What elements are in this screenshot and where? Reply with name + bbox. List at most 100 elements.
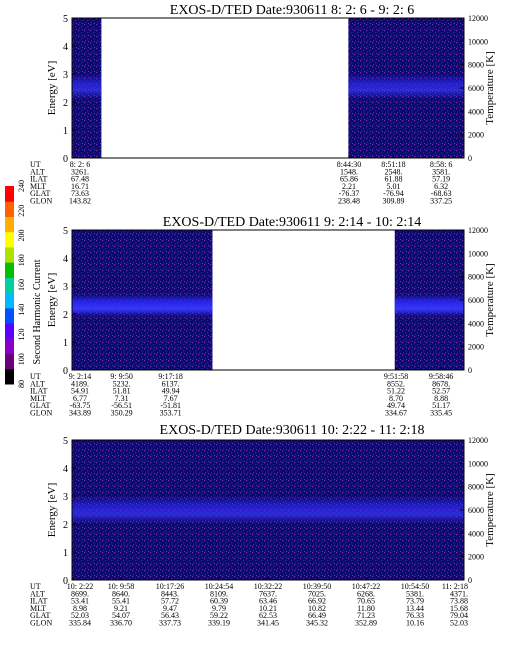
colorbar: 80 100 120 140 160 180 200 220 240 Second Harmon… (5, 180, 43, 388)
colorbar-tick-label: 80 (17, 380, 26, 388)
colorbar-swatch (5, 186, 14, 202)
axis-cell: 335.45 (430, 409, 452, 418)
colorbar-swatch (5, 368, 14, 385)
axis-cell: 52.03 (71, 611, 89, 620)
axis-cell: 10: 9:58 (108, 582, 134, 591)
ytick-label: 2 (63, 310, 68, 321)
axis-cell: 52.03 (450, 619, 468, 628)
axis-cell: 52.57 (432, 387, 450, 396)
axis-cell: 15.68 (450, 604, 468, 613)
colorbar-tick-label: 200 (17, 230, 26, 242)
ytick-label: 3 (63, 492, 68, 503)
colorbar-tick-label: 140 (17, 304, 26, 316)
colorbar-swatch (5, 292, 14, 309)
panel-1: EXOS-D/TED Date:930611 8: 2: 6 - 9: 2: 6… (30, 3, 496, 206)
axis-cell: 8.98 (73, 604, 87, 613)
axis-cell: 49.74 (387, 401, 405, 410)
axis-cell: 8678. (432, 379, 450, 388)
axis-cell: -76.94 (383, 189, 404, 198)
axis-cell: 66.49 (308, 611, 326, 620)
axis-cell: 2.21 (342, 182, 356, 191)
colorbar-swatch (5, 216, 14, 233)
ytick-label: 5 (63, 226, 68, 237)
axis-cell: 143.82 (69, 197, 91, 206)
panel-2-title: EXOS-D/TED Date:930611 9: 2:14 - 10: 2:1… (163, 215, 421, 230)
axis-cell: 341.45 (257, 619, 279, 628)
ytick-label: 0 (63, 576, 68, 587)
y2tick-label: 4000 (468, 107, 484, 116)
axis-cell: 7025. (308, 589, 326, 598)
axis-cell: 65.86 (340, 175, 358, 184)
axis-cell: 79.04 (450, 611, 468, 620)
panel-2-yticks: 0 1 2 3 4 5 (63, 226, 76, 377)
ytick-label: 1 (63, 548, 68, 559)
ytick-label: 5 (63, 14, 68, 25)
panel-3-ylabel: Energy [eV] (46, 483, 58, 537)
axis-cell: 8.70 (389, 394, 403, 403)
colorbar-swatch (5, 307, 14, 324)
axis-cell: 10:32:22 (254, 582, 282, 591)
ytick-label: 1 (63, 126, 68, 137)
y2tick-label: 8000 (468, 483, 484, 492)
axis-cell: 9.79 (212, 604, 226, 613)
axis-cell: 10:54:50 (401, 582, 429, 591)
axis-cell: 7.67 (164, 394, 178, 403)
axis-cell: 54.91 (71, 387, 89, 396)
colorbar-swatch (5, 246, 14, 263)
axis-cell: 3261. (71, 167, 89, 176)
ytick-label: 3 (63, 282, 68, 293)
panel-2-plot (72, 230, 464, 370)
colorbar-swatches (5, 186, 14, 385)
axis-cell: 9:58:46 (429, 372, 453, 381)
y2tick-label: 4000 (468, 529, 484, 538)
y2tick-label: 2000 (468, 131, 484, 140)
axis-cell: 71.23 (357, 611, 375, 620)
panel-1-band (348, 74, 464, 100)
panel-2-band (72, 294, 213, 317)
axis-row-label: GLAT (30, 189, 51, 198)
axis-cell: -56.51 (111, 401, 132, 410)
panel-3-yticks: 0 1 2 3 4 5 (63, 436, 76, 587)
axis-cell: 57.72 (161, 597, 179, 606)
axis-cell: 11.80 (357, 604, 375, 613)
axis-row-label: ILAT (30, 597, 47, 606)
axis-cell: 53.41 (71, 597, 89, 606)
axis-row-label: ILAT (30, 387, 47, 396)
colorbar-ticks: 80 100 120 140 160 180 200 220 240 (17, 180, 26, 388)
ytick-label: 3 (63, 70, 68, 81)
axis-cell: 55.41 (112, 597, 130, 606)
axis-cell: 54.07 (112, 611, 130, 620)
axis-cell: 60.39 (210, 597, 228, 606)
y2tick-label: 12000 (468, 436, 488, 445)
axis-row-label: ALT (30, 379, 45, 388)
axis-cell: -76.37 (339, 189, 360, 198)
axis-cell: 1548. (340, 167, 358, 176)
axis-cell: 8.88 (434, 394, 448, 403)
axis-cell: 8640. (112, 589, 130, 598)
axis-cell: 8: 2: 6 (70, 160, 90, 169)
axis-cell: 51.17 (432, 401, 450, 410)
panel-3: EXOS-D/TED Date:930611 10: 2:22 - 11: 2:… (30, 423, 496, 628)
axis-row-label: UT (30, 160, 41, 169)
ytick-label: 4 (63, 254, 68, 265)
axis-cell: 57.19 (432, 175, 450, 184)
axis-cell: 56.43 (161, 611, 179, 620)
y2tick-label: 10000 (468, 249, 488, 258)
panel-1-band (72, 74, 102, 100)
axis-cell: 9:17:18 (158, 372, 182, 381)
axis-cell: 9: 2:14 (69, 372, 91, 381)
axis-cell: 337.25 (430, 197, 452, 206)
panel-3-y2label: Temperature [K] (484, 473, 496, 546)
axis-cell: 9.21 (114, 604, 128, 613)
colorbar-tick-label: 100 (17, 353, 26, 365)
ytick-label: 4 (63, 42, 68, 53)
axis-cell: 61.88 (384, 175, 402, 184)
y2tick-label: 6000 (468, 296, 484, 305)
y2tick-label: 10000 (468, 37, 488, 46)
colorbar-tick-label: 180 (17, 254, 26, 266)
colorbar-swatch (5, 277, 14, 294)
ytick-label: 1 (63, 338, 68, 349)
